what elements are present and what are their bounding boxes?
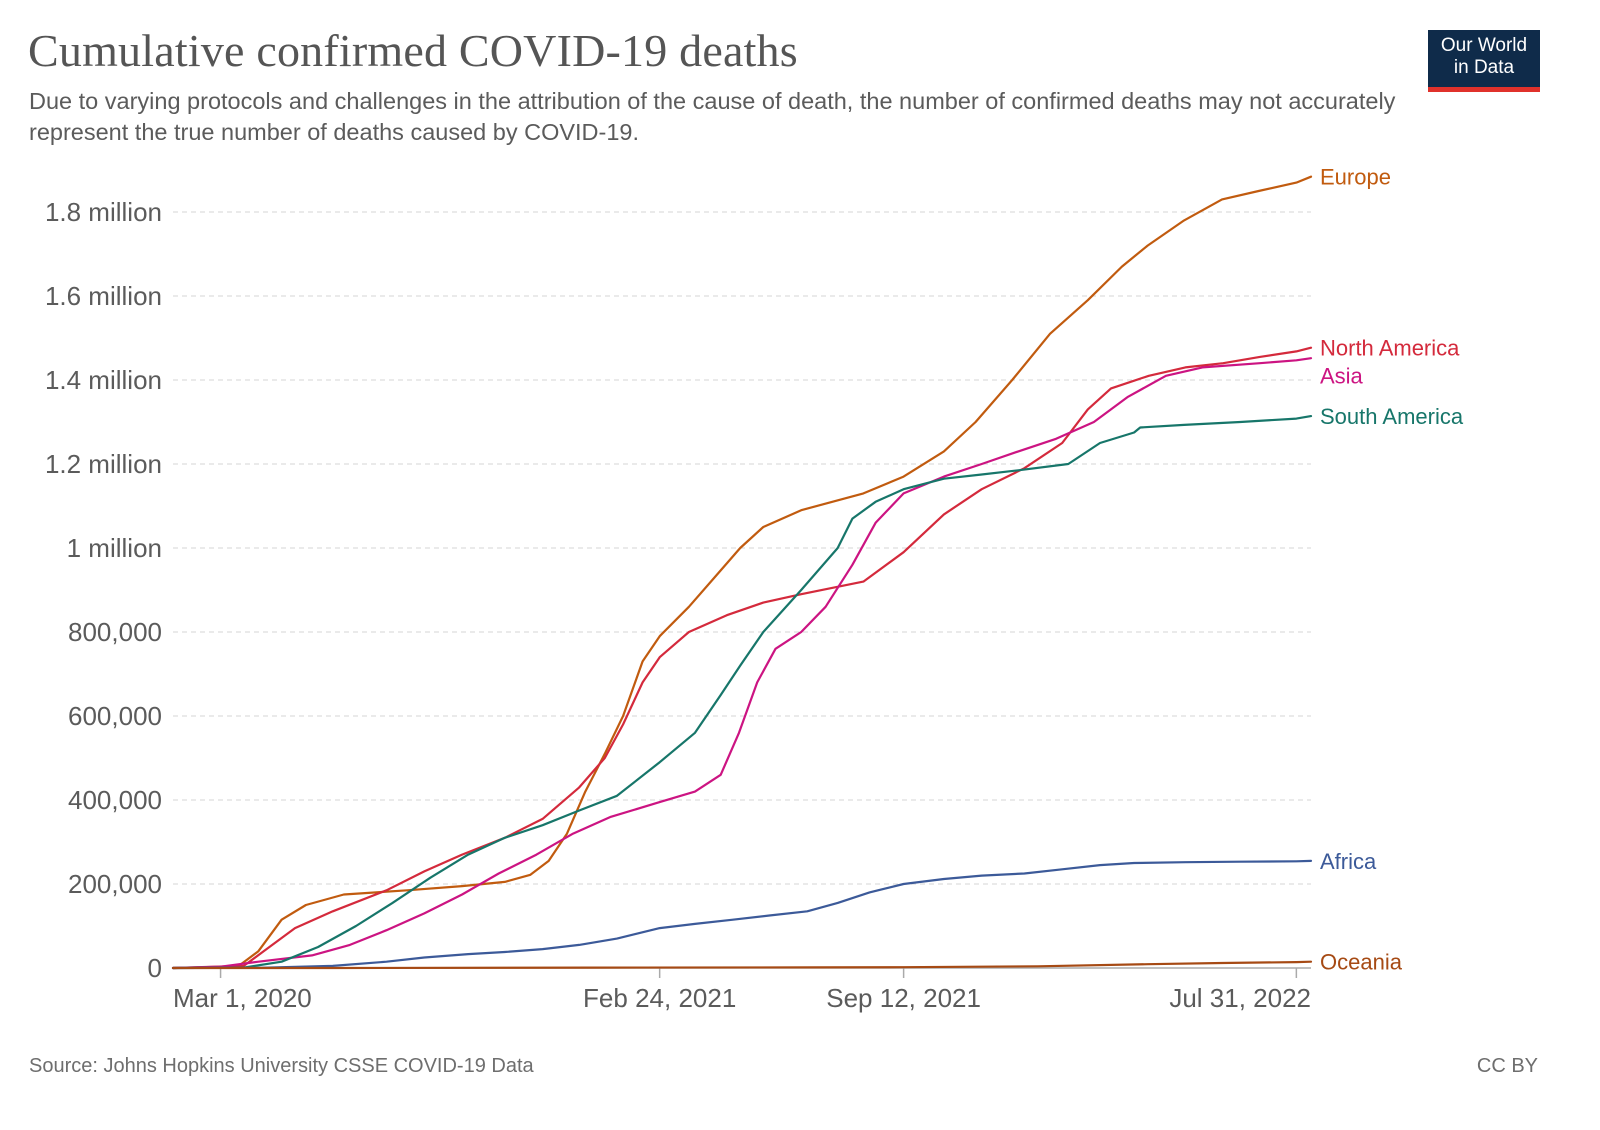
source-note: Source: Johns Hopkins University CSSE CO… — [29, 1055, 534, 1077]
logo-line-1: Our World — [1440, 35, 1528, 56]
y-tick-label: 1.2 million — [45, 449, 162, 479]
chart-subtitle: Due to varying protocols and challenges … — [29, 88, 1396, 145]
y-tick-label: 200,000 — [68, 869, 162, 899]
series-lines — [171, 175, 1313, 970]
logo-line-2: in Data — [1453, 57, 1515, 78]
series-label-north-america: North America — [1320, 336, 1460, 361]
series-line-europe — [171, 175, 1313, 970]
x-tick-label: Jul 31, 2022 — [1169, 983, 1311, 1013]
series-line-south-america — [171, 415, 1313, 970]
x-tick-label: Sep 12, 2021 — [826, 983, 981, 1013]
series-label-south-america: South America — [1320, 404, 1464, 429]
series-labels: Europe North America Asia South America Afri… — [1320, 165, 1464, 975]
y-tick-label: 1.6 million — [45, 281, 162, 311]
y-tick-label: 1.8 million — [45, 197, 162, 227]
series-line-oceania — [171, 960, 1313, 970]
x-tick-label: Mar 1, 2020 — [173, 983, 312, 1013]
y-tick-label: 1.4 million — [45, 365, 162, 395]
y-tick-label: 1 million — [67, 533, 162, 563]
series-label-asia: Asia — [1320, 364, 1364, 389]
owid-logo[interactable]: Our World in Data — [1428, 30, 1540, 92]
series-label-africa: Africa — [1320, 849, 1377, 874]
y-tick-label: 0 — [148, 953, 162, 983]
series-line-africa — [171, 859, 1313, 970]
series-line-asia — [171, 357, 1313, 970]
series-label-europe: Europe — [1320, 165, 1391, 190]
x-tick-label: Feb 24, 2021 — [583, 983, 736, 1013]
license-link[interactable]: CC BY — [1476, 1055, 1538, 1077]
grid-lines — [173, 211, 1311, 885]
y-tick-label: 600,000 — [68, 701, 162, 731]
chart-title: Cumulative confirmed COVID-19 deaths — [28, 25, 798, 76]
y-tick-label: 400,000 — [68, 785, 162, 815]
series-line-north-america — [171, 346, 1313, 970]
axes: 0 200,000 400,000 600,000 800,000 1 million 1.… — [45, 197, 1311, 1013]
series-label-oceania: Oceania — [1320, 950, 1403, 975]
y-tick-label: 800,000 — [68, 617, 162, 647]
